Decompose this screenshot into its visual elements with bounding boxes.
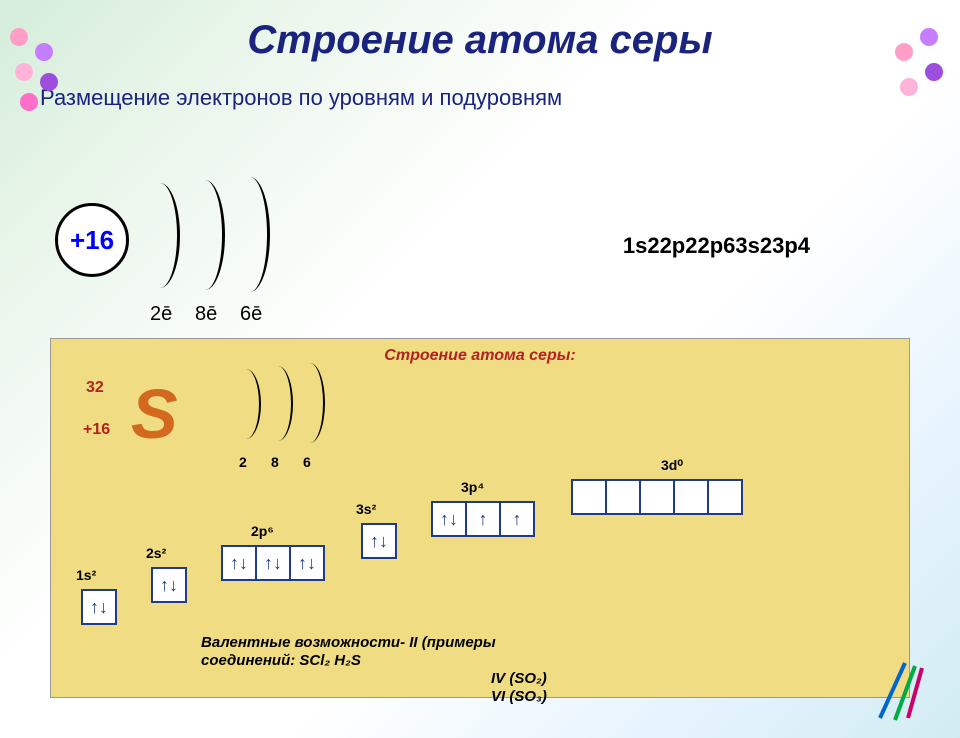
valence-line: IV (SO₂): [491, 670, 547, 687]
electron-shell-1: [140, 183, 180, 288]
electron-shell-2: [185, 180, 225, 290]
orbital-box: [673, 479, 709, 515]
orbital-box: ↑↓: [431, 501, 467, 537]
orbital-3s²: ↑↓: [361, 523, 395, 559]
orbital-box: ↑↓: [361, 523, 397, 559]
element-symbol: S: [131, 374, 178, 454]
orbital-diagram: ↑↓1s²↑↓2s²↑↓↑↓↑↓2p⁶↑↓3s²↑↓↑↑3p⁴3d⁰: [81, 479, 881, 629]
orbital-box: [707, 479, 743, 515]
orbital-label: 3s²: [356, 501, 376, 517]
orbital-box: ↑↓: [289, 545, 325, 581]
orbital-box: [639, 479, 675, 515]
orbital-3d⁰: [571, 479, 741, 515]
orbital-box: ↑↓: [221, 545, 257, 581]
charge-number: +16: [83, 421, 110, 439]
shell-count-1: 2ē: [150, 303, 172, 326]
orbital-box: ↑↓: [81, 589, 117, 625]
valence-line: Валентные возможности- II (примеры: [201, 634, 496, 651]
orbital-box: [605, 479, 641, 515]
valence-line: VI (SO₃): [491, 688, 547, 705]
page-title: Строение атома серы: [0, 18, 960, 63]
orbital-box: ↑: [465, 501, 501, 537]
valence-line: соединений: SCl₂ H₂S: [201, 652, 361, 669]
orbital-label: 3d⁰: [661, 457, 683, 474]
orbital-label: 1s²: [76, 567, 96, 583]
nucleus-charge: +16: [55, 203, 129, 277]
orbital-label: 2p⁶: [251, 523, 274, 539]
electron-configuration: 1s22p22p63s23p4: [623, 233, 810, 259]
orbital-label: 3p⁴: [461, 479, 484, 495]
orbital-box: [571, 479, 607, 515]
orbital-box: ↑↓: [255, 545, 291, 581]
panel-title: Строение атома серы:: [51, 347, 909, 365]
detail-panel: Строение атома серы: 32 +16 S 2 8 6 ↑↓ 1s…: [50, 338, 910, 698]
orbital-1s²: ↑↓: [81, 589, 115, 625]
small-shell-3: 6: [303, 454, 311, 470]
atom-diagram-top: +16 2ē 8ē 6ē: [45, 183, 325, 323]
mass-number: 32: [86, 379, 104, 397]
orbital-2p⁶: ↑↓↑↓↑↓: [221, 545, 323, 581]
orbital-3p⁴: ↑↓↑↑: [431, 501, 533, 537]
orbital-box: ↑↓: [151, 567, 187, 603]
electron-shell-3: [230, 177, 270, 292]
orbital-label: 2s²: [146, 545, 166, 561]
orbital-2s²: ↑↓: [151, 567, 185, 603]
small-shell-2: 8: [271, 454, 279, 470]
decoration-pens: [860, 648, 940, 728]
small-shell-1: 2: [239, 454, 247, 470]
decoration-flowers-right: [880, 18, 960, 138]
orbital-box: ↑: [499, 501, 535, 537]
decoration-flowers-left: [0, 18, 80, 138]
shell-count-3: 6ē: [240, 303, 262, 326]
subtitle: Размещение электронов по уровням и подур…: [40, 83, 920, 114]
shell-count-2: 8ē: [195, 303, 217, 326]
